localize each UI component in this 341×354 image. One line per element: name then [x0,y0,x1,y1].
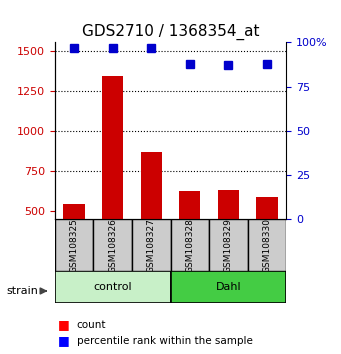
Bar [102,76,123,219]
Text: ■: ■ [58,319,70,331]
Text: count: count [77,320,106,330]
Bar [248,219,286,271]
Bar [55,219,93,271]
Bar [256,197,278,219]
Bar [140,152,162,219]
Bar [63,204,85,219]
Text: GSM108329: GSM108329 [224,218,233,273]
Bar [93,219,132,271]
Text: percentile rank within the sample: percentile rank within the sample [77,336,253,346]
Title: GDS2710 / 1368354_at: GDS2710 / 1368354_at [82,23,259,40]
Text: GSM108326: GSM108326 [108,218,117,273]
Text: Dahl: Dahl [216,282,241,292]
Text: GSM108328: GSM108328 [185,218,194,273]
Bar [170,271,286,303]
Bar [132,219,170,271]
Text: GSM108327: GSM108327 [147,218,156,273]
Bar [218,190,239,219]
Bar [55,271,170,303]
Bar [170,219,209,271]
Text: ■: ■ [58,334,70,347]
Text: control: control [93,282,132,292]
Text: GSM108325: GSM108325 [69,218,78,273]
Text: GSM108330: GSM108330 [263,218,272,273]
Text: strain: strain [7,286,39,296]
Bar [209,219,248,271]
Bar [179,190,201,219]
